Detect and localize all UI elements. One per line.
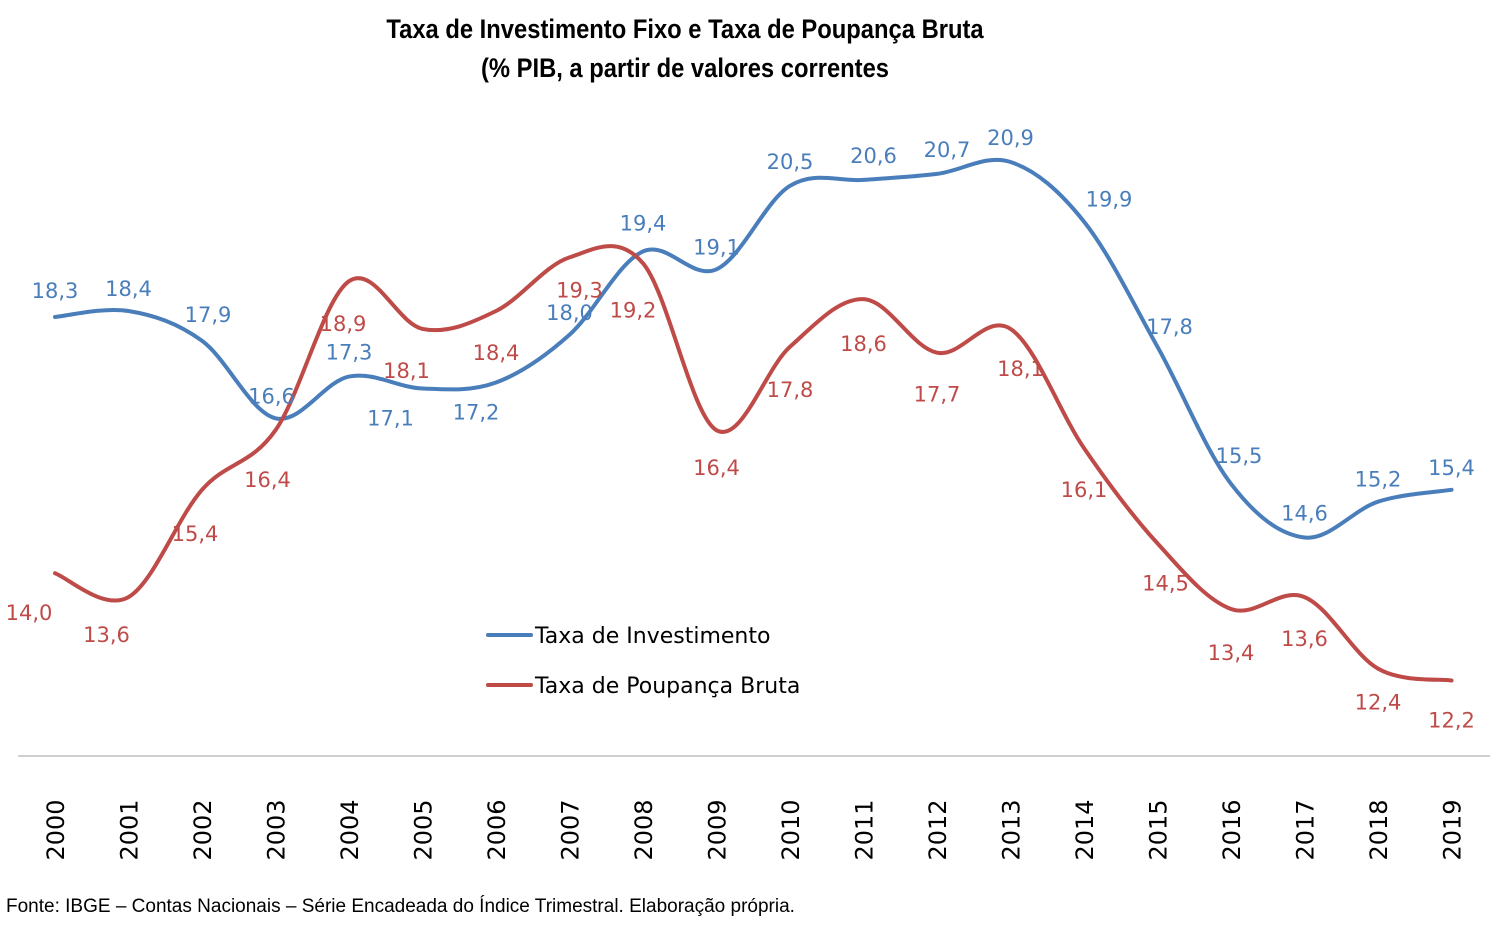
x-tick-label-2009: 2009 [704,799,732,860]
x-tick-label-2012: 2012 [924,799,952,860]
series-line-poupanca [53,244,1454,683]
x-tick-label-2019: 2019 [1439,799,1467,860]
chart-title: Taxa de Investimento Fixo e Taxa de Poup… [386,14,984,44]
x-tick-label-2006: 2006 [483,799,511,860]
series-line-investimento [53,157,1454,540]
data-label-poupanca-2006: 18,4 [473,341,520,365]
data-label-poupanca-2008: 19,2 [610,298,657,322]
data-label-investimento-2011: 20,6 [850,144,897,168]
data-label-investimento-2005: 17,1 [367,406,414,430]
data-label-investimento-2014: 19,9 [1086,188,1133,212]
source-note: Fonte: IBGE – Contas Nacionais – Série E… [6,896,795,917]
data-label-poupanca-2015: 14,5 [1142,571,1189,595]
data-label-investimento-2004: 17,3 [326,341,373,365]
x-tick-label-2017: 2017 [1292,799,1320,860]
data-label-investimento-2016: 15,5 [1216,444,1263,468]
legend-label-poupanca: Taxa de Poupança Bruta [534,674,800,699]
x-tick-label-2010: 2010 [777,799,805,860]
data-label-investimento-2010: 20,5 [767,150,814,174]
data-label-poupanca-2019: 12,2 [1428,709,1475,733]
data-label-investimento-2006: 17,2 [453,401,500,425]
data-label-investimento-2012: 20,7 [924,138,971,162]
legend: Taxa de Investimento Taxa de Poupança Br… [486,624,800,699]
data-label-investimento-2001: 18,4 [105,277,152,301]
data-label-poupanca-2009: 16,4 [693,456,740,480]
data-label-investimento-2003: 16,6 [248,384,295,408]
x-tick-label-2002: 2002 [189,799,217,860]
data-label-investimento-2008: 19,4 [620,211,667,235]
x-tick-label-2004: 2004 [336,799,364,860]
x-tick-label-2015: 2015 [1145,799,1173,860]
data-label-poupanca-2017: 13,6 [1281,627,1328,651]
data-labels: 18,3 18,4 17,9 16,6 17,3 17,1 17,2 18,0 19,4 19,1… [6,126,1475,733]
data-label-investimento-2013: 20,9 [987,126,1034,150]
data-label-investimento-2000: 18,3 [32,279,79,303]
data-label-investimento-2019: 15,4 [1428,456,1475,480]
data-label-investimento-2007: 18,0 [546,301,593,325]
data-label-poupanca-2012: 17,7 [914,383,961,407]
x-tick-label-2000: 2000 [42,799,70,860]
data-label-poupanca-2002: 15,4 [172,522,219,546]
chart-subtitle: (% PIB, a partir de valores correntes [480,53,890,83]
data-label-poupanca-2005: 18,1 [383,359,430,383]
x-tick-label-2001: 2001 [116,799,144,860]
x-tick-label-2016: 2016 [1218,799,1246,860]
x-tick-label-2007: 2007 [557,799,585,860]
data-label-poupanca-2010: 17,8 [767,378,814,402]
data-label-poupanca-2016: 13,4 [1208,641,1255,665]
x-tick-label-2008: 2008 [630,799,658,860]
data-label-investimento-2018: 15,2 [1355,468,1402,492]
data-label-investimento-2009: 19,1 [693,235,740,259]
x-tick-label-2018: 2018 [1365,799,1393,860]
data-label-investimento-2002: 17,9 [185,303,232,327]
data-label-poupanca-2018: 12,4 [1355,691,1402,715]
x-axis-ticks: 2000 2001 2002 2003 2004 2005 2006 2007 2008 2009… [42,799,1467,860]
data-label-poupanca-2013: 18,1 [997,357,1044,381]
data-label-poupanca-2004: 18,9 [320,312,367,336]
x-tick-label-2011: 2011 [851,799,879,860]
data-label-poupanca-2014: 16,1 [1061,478,1108,502]
data-label-investimento-2017: 14,6 [1281,501,1328,525]
series-layer [53,157,1454,683]
x-tick-label-2003: 2003 [263,799,291,860]
data-label-poupanca-2001: 13,6 [83,623,130,647]
x-tick-label-2005: 2005 [410,799,438,860]
x-tick-label-2014: 2014 [1071,799,1099,860]
legend-label-investimento: Taxa de Investimento [534,624,770,649]
data-label-investimento-2015: 17,8 [1146,315,1193,339]
data-label-poupanca-2003: 16,4 [244,468,291,492]
data-label-poupanca-2011: 18,6 [840,332,887,356]
x-tick-label-2013: 2013 [998,799,1026,860]
data-label-poupanca-2000: 14,0 [6,601,53,625]
data-label-poupanca-2007: 19,3 [556,278,603,302]
